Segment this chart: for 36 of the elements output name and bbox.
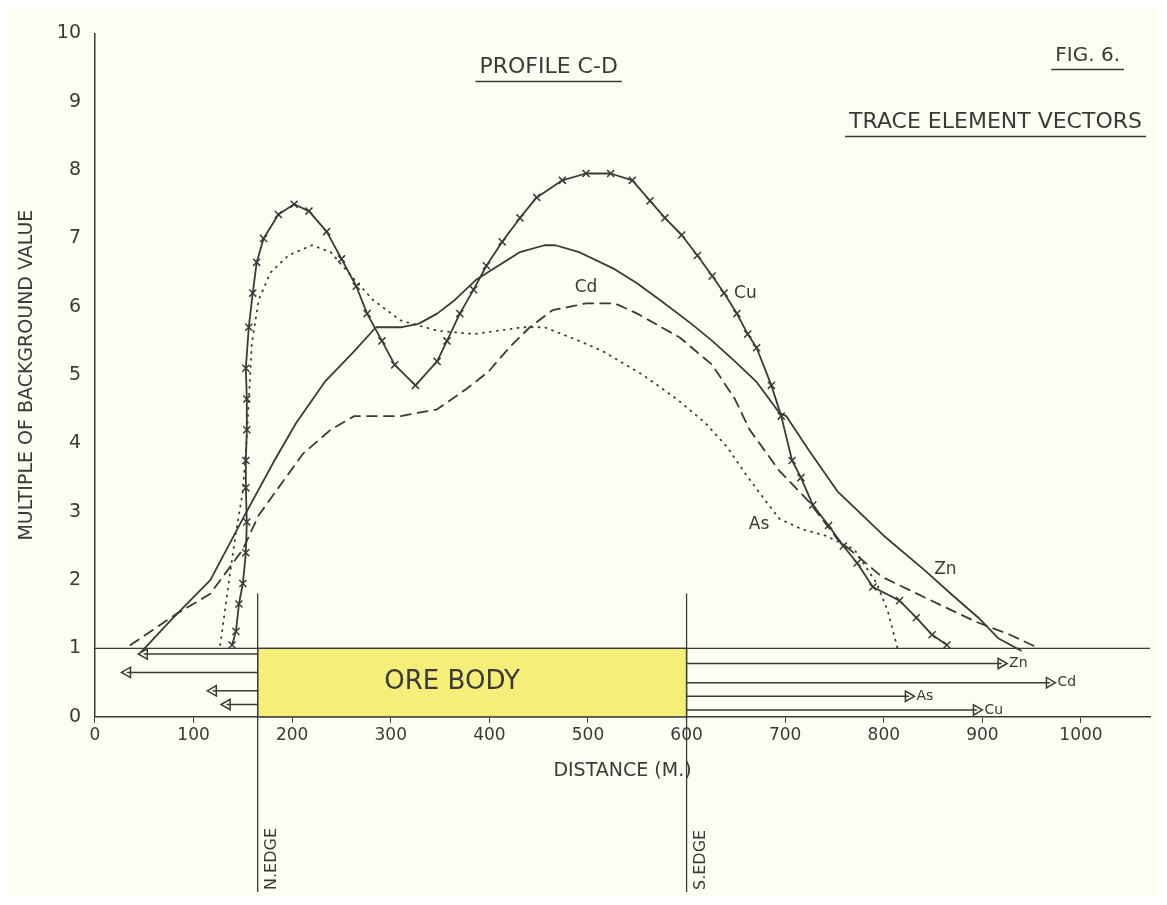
series-label: Zn bbox=[934, 558, 957, 579]
annotation: Zn bbox=[1009, 654, 1028, 671]
x-tick-label: 900 bbox=[966, 724, 999, 745]
annotation: FIG. 6. bbox=[1055, 42, 1120, 67]
x-tick-label: 0 bbox=[89, 724, 101, 745]
y-tick-label: 0 bbox=[68, 703, 81, 726]
y-tick-label: 5 bbox=[68, 362, 81, 385]
y-tick-label: 10 bbox=[56, 20, 81, 43]
y-tick-label: 7 bbox=[68, 225, 81, 248]
annotation: Cu bbox=[984, 700, 1004, 717]
series-label: As bbox=[748, 513, 770, 534]
band-label: ORE BODY bbox=[384, 665, 521, 696]
x-tick-label: 100 bbox=[177, 724, 210, 745]
x-tick-label: 500 bbox=[571, 724, 605, 745]
y-tick-label: 8 bbox=[68, 157, 81, 180]
annotation: Cd bbox=[1057, 673, 1077, 690]
annotation: As bbox=[916, 686, 934, 703]
ref-line-label: S.EDGE bbox=[689, 829, 709, 890]
x-tick-label: 400 bbox=[473, 724, 506, 745]
ref-line-label: N.EDGE bbox=[260, 828, 280, 890]
series-label: Cu bbox=[734, 281, 757, 302]
x-tick-label: 200 bbox=[275, 724, 309, 745]
y-tick-label: 9 bbox=[68, 88, 81, 111]
x-tick-label: 800 bbox=[867, 724, 901, 745]
text: TRACE ELEMENT VECTORS bbox=[848, 108, 1142, 134]
y-tick-label: 3 bbox=[68, 498, 81, 521]
series-label: Cd bbox=[574, 275, 598, 296]
x-tick-label: 1000 bbox=[1059, 724, 1103, 745]
x-tick-label: 700 bbox=[768, 724, 802, 745]
x-tick-label: 300 bbox=[374, 724, 407, 745]
y-tick-label: 2 bbox=[68, 567, 81, 590]
y-tick-label: 4 bbox=[68, 430, 81, 453]
y-axis-title: MULTIPLE OF BACKGROUND VALUE bbox=[14, 209, 37, 541]
text: PROFILE C-D bbox=[479, 53, 618, 79]
y-tick-label: 6 bbox=[68, 293, 81, 316]
y-tick-label: 1 bbox=[68, 635, 81, 658]
